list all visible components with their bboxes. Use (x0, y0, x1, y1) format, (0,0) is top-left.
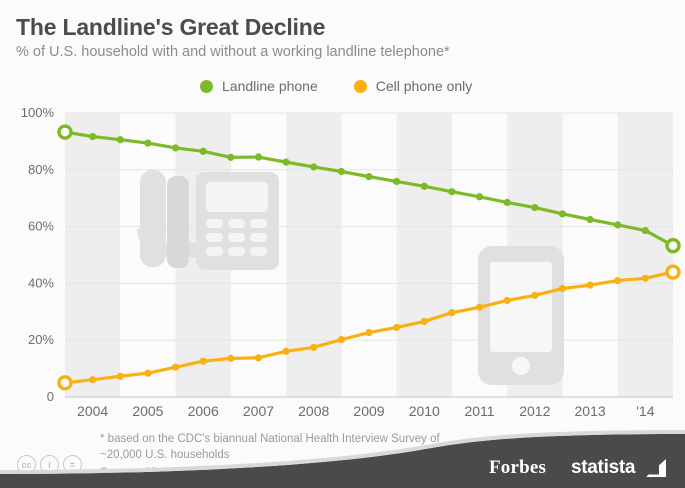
x-tick-label: 2005 (132, 403, 163, 419)
landline-phone-watermark-icon (137, 170, 279, 270)
series-point-marker (282, 347, 290, 355)
series-point-marker (171, 363, 180, 371)
series-point-marker (503, 296, 511, 305)
series-point-marker (254, 153, 263, 161)
series-point-marker (641, 274, 649, 282)
x-tick-label: 2004 (77, 403, 108, 419)
series-point-marker (641, 226, 649, 235)
series-endpoint-marker (57, 375, 73, 391)
series-point-marker (227, 354, 235, 362)
legend-item-landline[interactable]: Landline phone (200, 78, 318, 94)
series-point-marker (531, 291, 539, 299)
page-title: The Landline's Great Decline (16, 14, 326, 40)
y-tick-label: 0 (47, 389, 54, 404)
series-point-marker (254, 354, 263, 362)
x-tick-label: 2013 (575, 403, 606, 419)
series-point-marker (227, 153, 235, 161)
series-endpoint-marker (665, 237, 681, 254)
chart-band (65, 113, 121, 397)
series-point-marker (116, 136, 124, 144)
series-point-marker (531, 203, 539, 212)
y-tick-label: 80% (28, 162, 54, 177)
x-tick-label: 2006 (188, 403, 219, 419)
chart-band (286, 113, 342, 397)
series-point-marker (365, 328, 373, 337)
series-point-marker (448, 188, 456, 196)
series-point-marker (475, 303, 484, 311)
series-point-marker (89, 376, 97, 384)
series-point-marker (199, 147, 207, 155)
series-point-marker (503, 198, 511, 207)
series-point-marker (171, 144, 180, 152)
series-point-marker (420, 317, 428, 326)
series-point-marker (614, 221, 622, 229)
series-point-marker (282, 158, 290, 166)
series-point-marker (337, 336, 345, 344)
series-point-marker (475, 193, 484, 201)
series-point-marker (586, 215, 594, 224)
series-point-marker (365, 173, 373, 181)
x-tick-label: '14 (636, 403, 654, 419)
x-tick-label: 2008 (298, 403, 329, 419)
series-point-marker (448, 309, 456, 317)
chart-y-tick-labels: 0 20% 40% 60% 80% 100% (21, 105, 55, 404)
series-point-marker (420, 182, 428, 190)
legend-label-cell: Cell phone only (375, 78, 473, 94)
brand-bar (0, 430, 685, 488)
series-point-marker (558, 284, 567, 293)
y-tick-label: 60% (28, 219, 54, 234)
chart-band (396, 113, 452, 397)
x-tick-label: 2009 (353, 403, 384, 419)
legend-item-cell[interactable]: Cell phone only (353, 78, 473, 94)
x-tick-label: 2007 (243, 403, 274, 419)
series-point-marker (310, 343, 318, 351)
statista-logo: statista (571, 457, 636, 478)
series-endpoint-marker (57, 124, 73, 140)
legend-swatch-landline (200, 79, 213, 93)
legend-swatch-cell (353, 79, 367, 93)
legend-label-landline: Landline phone (222, 78, 318, 94)
series-point-marker (393, 177, 401, 186)
x-tick-label: 2012 (519, 403, 550, 419)
chart-series (57, 124, 681, 391)
series-point-marker (89, 132, 97, 141)
forbes-logo: Forbes (489, 457, 547, 478)
series-point-marker (116, 372, 124, 380)
chart-band (617, 113, 673, 397)
series-point-marker (144, 369, 152, 377)
series-point-marker (614, 276, 622, 285)
series-point-marker (310, 163, 318, 171)
series-line (63, 270, 675, 385)
footnote-text: * based on the CDC's biannual National H… (100, 433, 440, 461)
x-tick-label: 2011 (464, 403, 494, 419)
series-endpoint-marker (665, 264, 681, 280)
page-subtitle: % of U.S. household with and without a w… (16, 44, 450, 60)
statista-mark-icon (646, 459, 666, 477)
series-point-marker (144, 139, 152, 147)
series-point-marker (337, 167, 345, 176)
chart-legend: Landline phone Cell phone only (200, 78, 472, 94)
cell-phone-watermark-icon (478, 246, 564, 385)
chart-x-tick-labels: 2004 2005 2006 2007 2008 2009 2010 2011 2012 2013… (77, 403, 655, 419)
series-point-marker (199, 357, 207, 365)
x-tick-label: 2010 (409, 403, 440, 419)
series-point-marker (558, 210, 567, 218)
series-point-marker (393, 323, 401, 332)
y-tick-label: 20% (28, 332, 54, 347)
y-tick-label: 40% (28, 275, 54, 290)
chart-watermark-icons (137, 170, 564, 385)
series-point-marker (586, 281, 594, 289)
y-tick-label: 100% (21, 105, 55, 120)
